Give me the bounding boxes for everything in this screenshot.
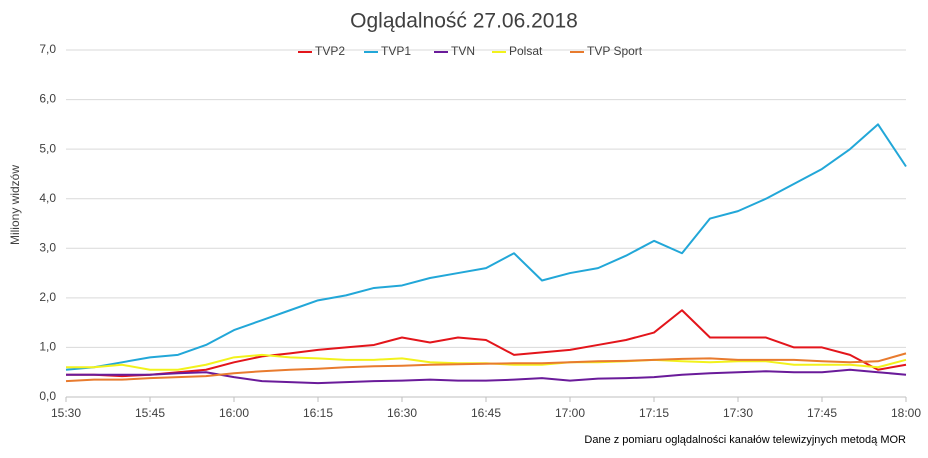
x-tick-label: 17:00 <box>555 406 585 420</box>
x-tick-label: 15:45 <box>135 406 165 420</box>
legend-label: TVN <box>451 44 475 58</box>
line-series <box>66 353 907 371</box>
x-tick-label: 16:45 <box>471 406 501 420</box>
y-tick-label: 0,0 <box>39 389 56 403</box>
x-tick-label: 17:15 <box>639 406 669 420</box>
y-tick-label: 6,0 <box>39 92 56 106</box>
line-series <box>66 309 907 378</box>
y-tick-label: 7,0 <box>39 42 56 56</box>
line-series <box>65 123 907 371</box>
x-tick-label: 17:45 <box>807 406 837 420</box>
y-tick-label: 1,0 <box>39 340 56 354</box>
chart-title: Oglądalność 27.06.2018 <box>350 10 578 33</box>
legend-label: TVP1 <box>381 44 411 58</box>
y-tick-label: 2,0 <box>39 290 56 304</box>
y-tick-label: 5,0 <box>39 141 56 155</box>
line-series <box>65 352 907 383</box>
x-tick-label: 15:30 <box>51 406 81 420</box>
y-axis-label: Miliony widzów <box>8 165 22 245</box>
x-tick-label: 18:00 <box>891 406 921 420</box>
y-tick-label: 3,0 <box>39 240 56 254</box>
legend-label: TVP2 <box>315 44 345 58</box>
x-tick-label: 16:00 <box>219 406 249 420</box>
y-tick-label: 4,0 <box>39 191 56 205</box>
x-tick-label: 16:30 <box>387 406 417 420</box>
x-tick-label: 17:30 <box>723 406 753 420</box>
legend-label: Polsat <box>509 44 543 58</box>
legend-label: TVP Sport <box>587 44 643 58</box>
line-series <box>66 368 907 385</box>
footnote: Dane z pomiaru oglądalności kanałów tele… <box>584 434 906 446</box>
x-tick-label: 16:15 <box>303 406 333 420</box>
